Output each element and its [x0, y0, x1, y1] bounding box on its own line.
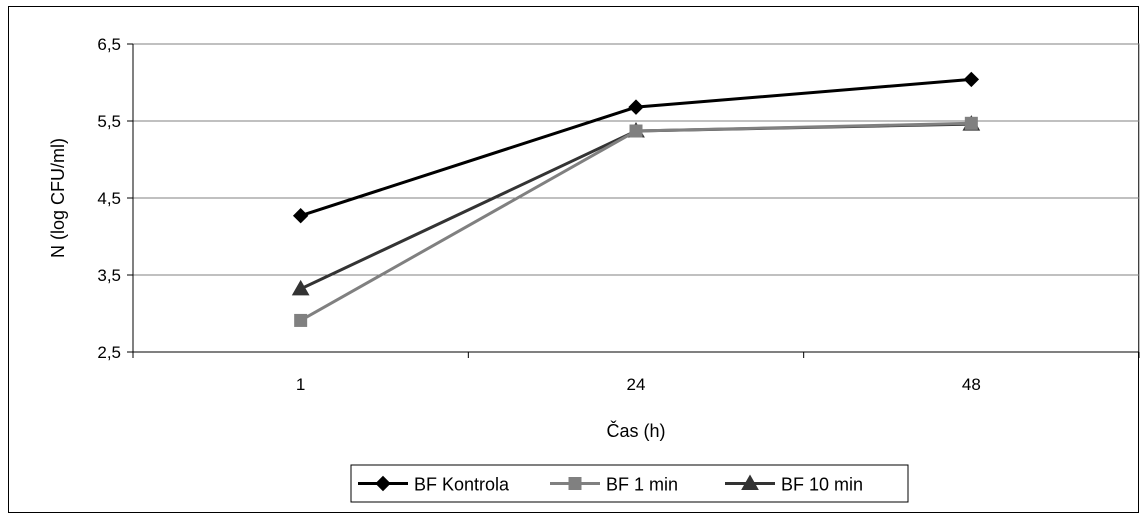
- legend-label: BF 10 min: [781, 475, 863, 495]
- data-point: [291, 279, 310, 296]
- series-bf-kontrola: [292, 71, 980, 224]
- legend-entry: BF Kontrola: [358, 475, 510, 495]
- data-point: [629, 124, 643, 138]
- y-tick-label: 6,5: [97, 35, 121, 54]
- series-line: [299, 121, 972, 322]
- series: [291, 71, 981, 327]
- gridlines: [133, 43, 1139, 353]
- y-tick-label: 5,5: [97, 112, 121, 131]
- legend-entry: BF 10 min: [725, 474, 863, 495]
- legend-swatch-marker: [741, 474, 759, 490]
- data-point: [294, 313, 308, 327]
- data-point: [292, 208, 309, 224]
- legend-swatch-marker: [375, 475, 391, 492]
- legend-entry: BF 1 min: [550, 475, 678, 495]
- axes: [127, 43, 1140, 358]
- y-tick-label: 2,5: [97, 343, 121, 362]
- legend: BF Kontrola BF 1 min BF 10 min: [350, 464, 909, 503]
- x-axis-title: Čas (h): [606, 420, 665, 441]
- y-tick-label: 4,5: [97, 189, 121, 208]
- y-tick-label: 3,5: [97, 266, 121, 285]
- x-tick-label: 24: [627, 375, 646, 394]
- data-point: [628, 99, 644, 115]
- legend-swatch-marker: [568, 477, 582, 490]
- x-tick-label: 48: [962, 375, 981, 394]
- chart-frame: [8, 6, 1139, 513]
- legend-label: BF Kontrola: [414, 475, 510, 495]
- legend-label: BF 1 min: [606, 475, 678, 495]
- data-point: [964, 116, 978, 130]
- series-bf-1-min: [294, 116, 978, 327]
- tick-labels: 2,5 3,5 4,5 5,5 6,5 1 24 48: [97, 35, 980, 394]
- x-tick-label: 1: [296, 375, 305, 394]
- y-axis-title: N (log CFU/ml): [48, 138, 68, 258]
- data-point: [963, 71, 980, 88]
- legend-box: [350, 464, 909, 503]
